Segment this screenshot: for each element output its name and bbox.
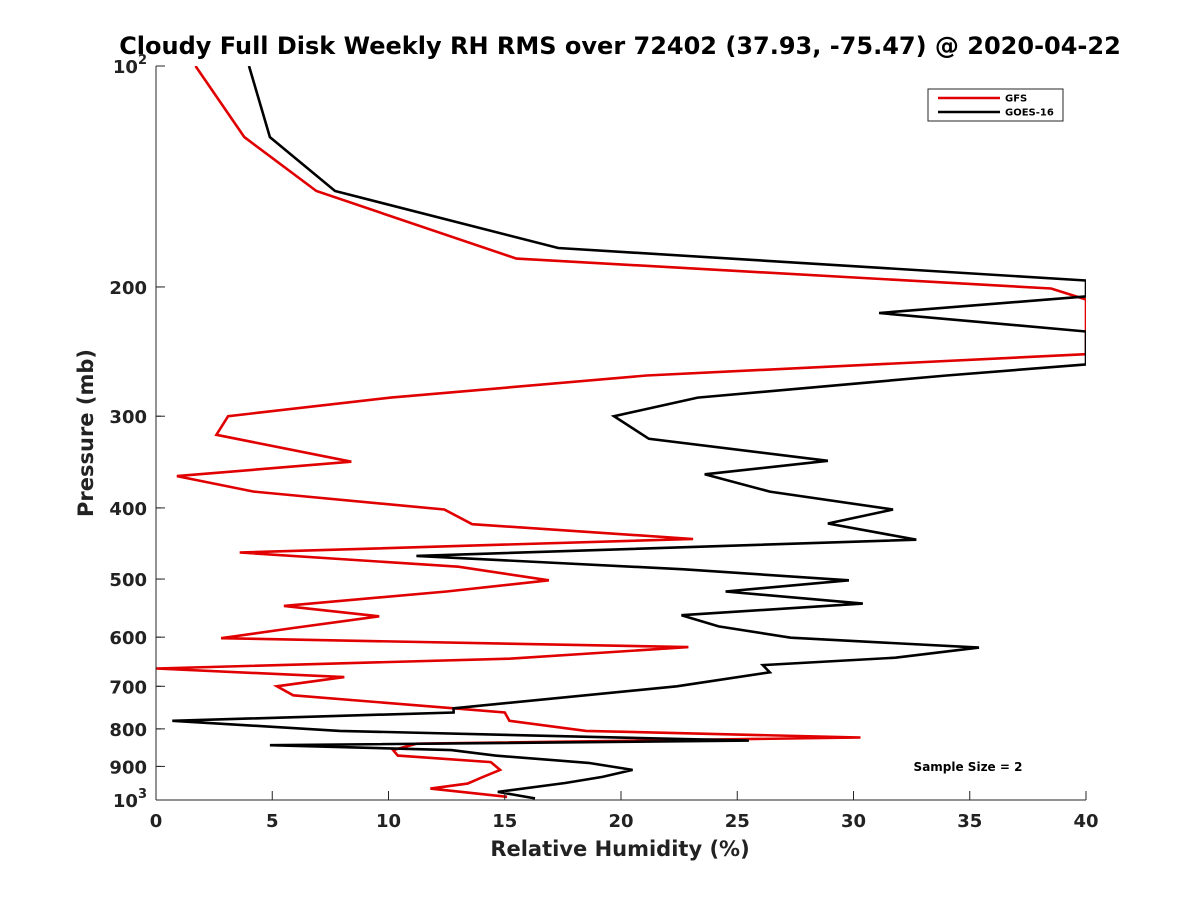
x-tick-label: 30 xyxy=(841,811,866,832)
y-tick-label: 700 xyxy=(109,677,147,698)
y-tick-label-base: 10 xyxy=(113,57,138,78)
x-tick-label: 15 xyxy=(492,811,517,832)
x-tick-label: 20 xyxy=(608,811,633,832)
y-tick-label: 500 xyxy=(109,570,147,591)
x-tick-label: 35 xyxy=(957,811,982,832)
x-tick-label: 5 xyxy=(266,811,279,832)
y-tick-label: 800 xyxy=(109,720,147,741)
sample-size-annotation: Sample Size = 2 xyxy=(914,760,1023,774)
legend-label: GFS xyxy=(1005,94,1027,105)
plot-area: 0 5 10 15 20 25 30 35 40102200300400500600700800… xyxy=(109,53,1098,832)
y-tick-label: 103 xyxy=(113,787,147,812)
y-axis-label: Pressure (mb) xyxy=(74,349,98,517)
x-tick-label: 40 xyxy=(1073,811,1098,832)
x-tick-label: 25 xyxy=(725,811,750,832)
y-tick-label: 200 xyxy=(109,278,147,299)
y-tick-label: 102 xyxy=(113,53,147,78)
series-line-goes-16 xyxy=(172,66,1086,800)
y-tick-label-exponent: 2 xyxy=(138,53,147,68)
x-tick-label: 10 xyxy=(376,811,401,832)
legend: GFS GOES-16 xyxy=(927,88,1064,122)
y-tick-label: 300 xyxy=(109,407,147,428)
legend-label: GOES-16 xyxy=(1005,108,1054,119)
y-tick-label: 900 xyxy=(109,757,147,778)
x-tick-label: 0 xyxy=(150,811,163,832)
y-tick-label: 400 xyxy=(109,499,147,520)
x-axis-label: Relative Humidity (%) xyxy=(490,837,749,861)
y-tick-label-exponent: 3 xyxy=(138,787,147,802)
y-tick-label-base: 10 xyxy=(113,791,138,812)
chart-title: Cloudy Full Disk Weekly RH RMS over 7240… xyxy=(119,32,1121,60)
y-tick-label: 600 xyxy=(109,628,147,649)
legend-box xyxy=(927,88,1064,122)
